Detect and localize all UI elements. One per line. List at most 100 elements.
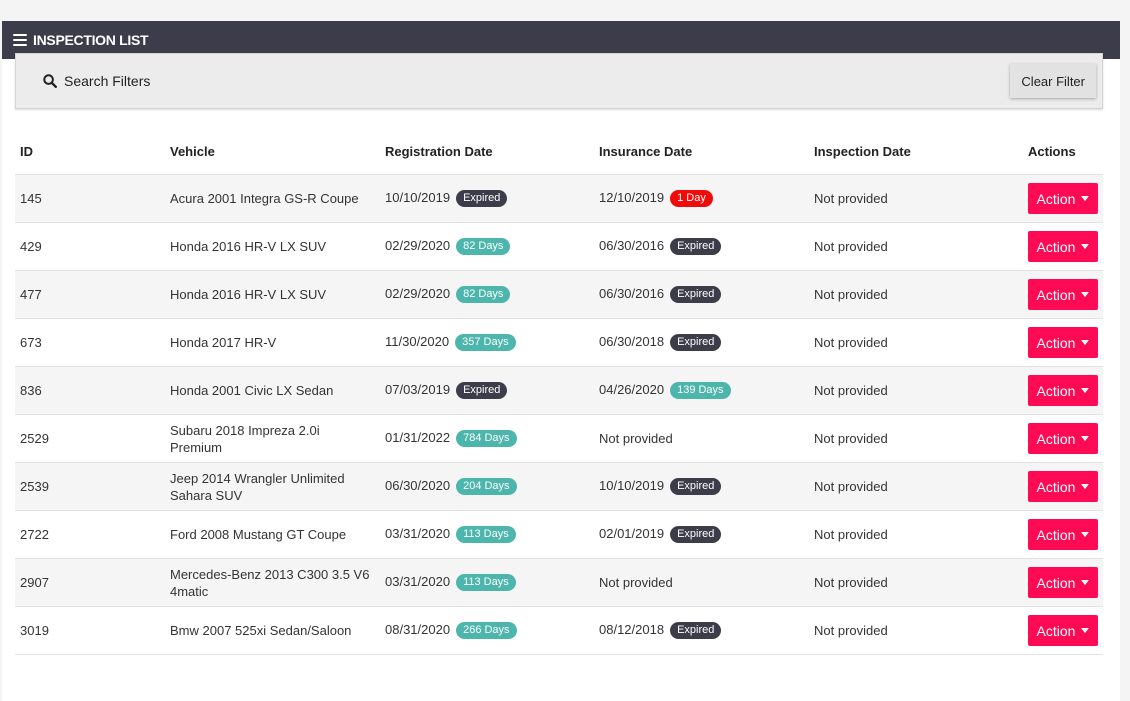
action-dropdown-button[interactable]: Action	[1028, 615, 1098, 646]
cell-vehicle: Honda 2017 HR-V	[165, 318, 380, 367]
cell-id: 145	[15, 174, 165, 223]
cell-inspection-date: Not provided	[809, 174, 1023, 223]
column-header-actions: Actions	[1023, 128, 1103, 175]
registration-date-value: 03/31/2020	[385, 574, 451, 589]
cell-actions: Action	[1023, 318, 1103, 367]
action-dropdown-button[interactable]: Action	[1028, 519, 1098, 550]
caret-down-icon	[1081, 628, 1090, 633]
cell-inspection-date: Not provided	[809, 558, 1023, 607]
cell-vehicle: Jeep 2014 Wrangler Unlimited Sahara SUV	[165, 462, 380, 511]
cell-insurance-date: 12/10/2019 1 Day	[594, 174, 809, 223]
insurance-date-value: 08/12/2018	[599, 622, 665, 637]
clear-filter-button[interactable]: Clear Filter	[1010, 64, 1096, 98]
table-row: 145 Acura 2001 Integra GS-R Coupe 10/10/20…	[15, 174, 1103, 223]
cell-actions: Action	[1023, 222, 1103, 271]
insurance-date-value: Not provided	[599, 575, 673, 590]
action-dropdown-button[interactable]: Action	[1028, 471, 1098, 502]
registration-date-value: 06/30/2020	[385, 478, 451, 493]
caret-down-icon	[1081, 196, 1090, 201]
cell-vehicle: Bmw 2007 525xi Sedan/Saloon	[165, 606, 380, 655]
table-body: 145 Acura 2001 Integra GS-R Coupe 10/10/20…	[15, 174, 1103, 655]
cell-inspection-date: Not provided	[809, 270, 1023, 319]
action-button-label: Action	[1036, 190, 1076, 207]
insurance-status-badge: 139 Days	[670, 382, 731, 399]
search-icon	[43, 74, 58, 89]
cell-id: 429	[15, 222, 165, 271]
action-button-label: Action	[1036, 526, 1076, 543]
insurance-date-value: 06/30/2016	[599, 238, 665, 253]
column-header-id[interactable]: ID	[15, 128, 165, 175]
cell-actions: Action	[1023, 366, 1103, 415]
cell-insurance-date: 04/26/2020 139 Days	[594, 366, 809, 415]
cell-registration-date: 10/10/2019 Expired	[380, 174, 594, 223]
caret-down-icon	[1081, 388, 1090, 393]
search-filters-toggle[interactable]: Search Filters	[43, 73, 150, 89]
cell-inspection-date: Not provided	[809, 510, 1023, 559]
action-dropdown-button[interactable]: Action	[1028, 183, 1098, 214]
cell-vehicle: Subaru 2018 Impreza 2.0i Premium	[165, 414, 380, 463]
insurance-date-value: 04/26/2020	[599, 382, 665, 397]
action-dropdown-button[interactable]: Action	[1028, 327, 1098, 358]
registration-date-value: 01/31/2022	[385, 430, 451, 445]
cell-id: 2722	[15, 510, 165, 559]
panel-header: INSPECTION LIST	[2, 21, 1120, 59]
registration-date-value: 02/29/2020	[385, 238, 451, 253]
cell-actions: Action	[1023, 558, 1103, 607]
action-dropdown-button[interactable]: Action	[1028, 423, 1098, 454]
hamburger-menu-icon[interactable]	[13, 34, 27, 46]
insurance-status-badge: Expired	[670, 622, 722, 639]
table-row: 2907 Mercedes-Benz 2013 C300 3.5 V6 4mati…	[15, 558, 1103, 607]
column-header-inspection-date[interactable]: Inspection Date	[809, 128, 1023, 175]
cell-insurance-date: 08/12/2018 Expired	[594, 606, 809, 655]
table-row: 673 Honda 2017 HR-V 11/30/2020 357 Days 06/3…	[15, 318, 1103, 367]
registration-status-badge: 82 Days	[456, 238, 511, 255]
column-header-insurance-date[interactable]: Insurance Date	[594, 128, 809, 175]
registration-status-badge: 266 Days	[456, 622, 517, 639]
cell-id: 836	[15, 366, 165, 415]
cell-registration-date: 02/29/2020 82 Days	[380, 270, 594, 319]
cell-registration-date: 07/03/2019 Expired	[380, 366, 594, 415]
registration-date-value: 07/03/2019	[385, 382, 451, 397]
cell-actions: Action	[1023, 462, 1103, 511]
table-row: 429 Honda 2016 HR-V LX SUV 02/29/2020 82 Da…	[15, 222, 1103, 271]
cell-inspection-date: Not provided	[809, 318, 1023, 367]
action-dropdown-button[interactable]: Action	[1028, 375, 1098, 406]
registration-status-badge: Expired	[456, 382, 508, 399]
insurance-status-badge: Expired	[670, 334, 722, 351]
action-button-label: Action	[1036, 238, 1076, 255]
cell-actions: Action	[1023, 606, 1103, 655]
cell-insurance-date: 06/30/2016 Expired	[594, 270, 809, 319]
insurance-date-value: 06/30/2016	[599, 286, 665, 301]
cell-inspection-date: Not provided	[809, 414, 1023, 463]
cell-actions: Action	[1023, 510, 1103, 559]
registration-date-value: 03/31/2020	[385, 526, 451, 541]
caret-down-icon	[1081, 436, 1090, 441]
action-dropdown-button[interactable]: Action	[1028, 567, 1098, 598]
cell-insurance-date: 06/30/2018 Expired	[594, 318, 809, 367]
panel-title: INSPECTION LIST	[33, 32, 149, 48]
insurance-date-value: 06/30/2018	[599, 334, 665, 349]
cell-actions: Action	[1023, 414, 1103, 463]
insurance-status-badge: Expired	[670, 238, 722, 255]
cell-inspection-date: Not provided	[809, 222, 1023, 271]
action-dropdown-button[interactable]: Action	[1028, 279, 1098, 310]
table-header-row: ID Vehicle Registration Date Insurance D…	[15, 128, 1103, 175]
registration-status-badge: 357 Days	[455, 334, 516, 351]
registration-date-value: 08/31/2020	[385, 622, 451, 637]
inspection-table: ID Vehicle Registration Date Insurance D…	[15, 128, 1103, 655]
caret-down-icon	[1081, 244, 1090, 249]
action-button-label: Action	[1036, 622, 1076, 639]
caret-down-icon	[1081, 580, 1090, 585]
cell-inspection-date: Not provided	[809, 606, 1023, 655]
cell-insurance-date: 10/10/2019 Expired	[594, 462, 809, 511]
cell-inspection-date: Not provided	[809, 366, 1023, 415]
search-filters-bar[interactable]: Search Filters Clear Filter	[15, 53, 1103, 109]
cell-registration-date: 03/31/2020 113 Days	[380, 510, 594, 559]
action-dropdown-button[interactable]: Action	[1028, 231, 1098, 262]
cell-actions: Action	[1023, 270, 1103, 319]
cell-insurance-date: 02/01/2019 Expired	[594, 510, 809, 559]
column-header-registration-date[interactable]: Registration Date	[380, 128, 594, 175]
column-header-vehicle[interactable]: Vehicle	[165, 128, 380, 175]
cell-id: 2529	[15, 414, 165, 463]
table-row: 2529 Subaru 2018 Impreza 2.0i Premium 01/3…	[15, 414, 1103, 463]
